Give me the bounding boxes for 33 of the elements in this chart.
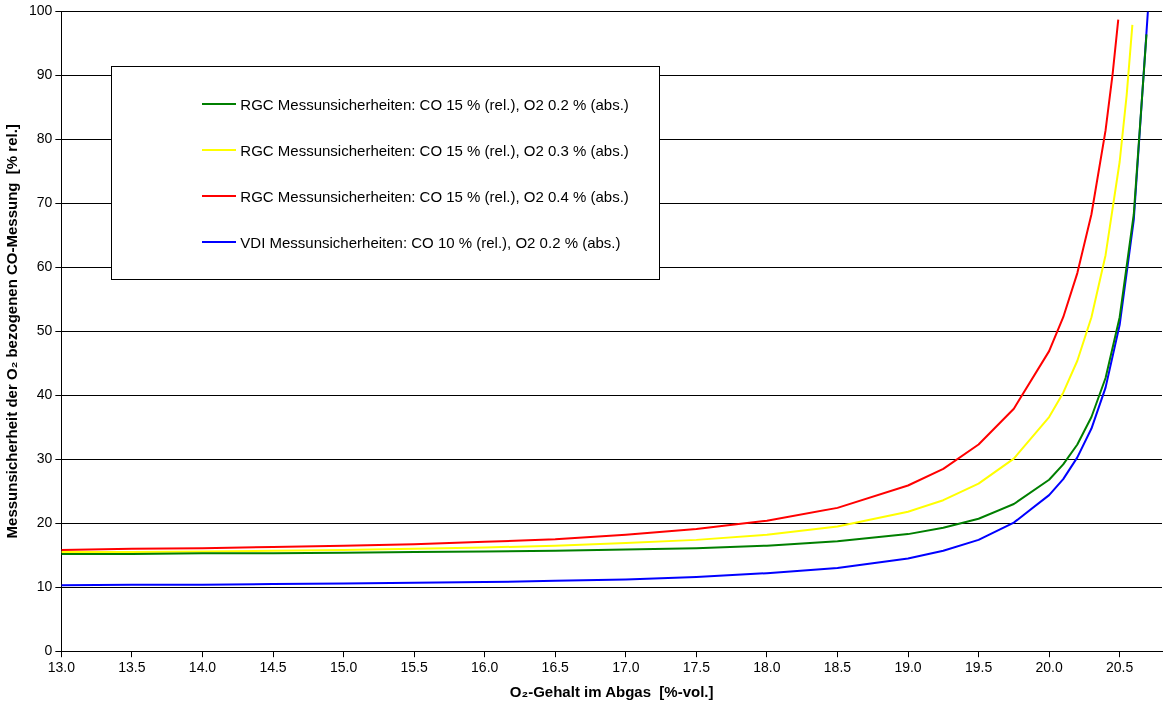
legend-label: VDI Messunsicherheiten: CO 10 % (rel.), O2 0.2 % (abs.) (240, 233, 621, 251)
x-tick-label: 14.5 (259, 659, 287, 676)
x-tick-label: 19.5 (964, 659, 993, 676)
y-tick-label: 60 (36, 258, 53, 275)
x-tick-label: 18.0 (753, 659, 781, 676)
x-tick-label: 14.0 (188, 659, 217, 676)
y-tick-label: 100 (29, 2, 53, 19)
x-tick-label: 19.0 (894, 659, 922, 676)
x-tick-label: 16.0 (471, 659, 499, 676)
y-tick-label: 10 (36, 578, 53, 595)
y-axis-title: Messunsicherheit der O₂ bezogenen CO-Messung [% rel.] (3, 124, 21, 539)
y-tick-label: 80 (36, 130, 53, 147)
y-tick-label: 30 (36, 450, 53, 467)
y-tick-label: 0 (44, 642, 53, 659)
y-tick-label: 20 (36, 514, 53, 531)
legend-label: RGC Messunsicherheiten: CO 15 % (rel.), O2 0.4 % (abs.) (240, 187, 629, 205)
legend-label: RGC Messunsicherheiten: CO 15 % (rel.), O2 0.3 % (abs.) (240, 141, 629, 159)
y-tick-label: 50 (36, 322, 53, 339)
x-tick-label: 13.5 (118, 659, 146, 676)
x-tick-label: 17.5 (682, 659, 711, 676)
x-tick-label: 15.0 (329, 659, 358, 676)
legend-label: RGC Messunsicherheiten: CO 15 % (rel.), O2 0.2 % (abs.) (240, 95, 629, 113)
y-tick-label: 70 (36, 194, 53, 211)
x-axis-title: O₂-Gehalt im Abgas [%-vol.] (509, 683, 714, 701)
y-tick-label: 90 (36, 66, 53, 83)
x-tick-label: 15.5 (400, 659, 428, 676)
y-tick-label: 40 (36, 386, 53, 403)
x-tick-label: 18.5 (823, 659, 852, 676)
x-tick-label: 20.5 (1106, 659, 1134, 676)
x-tick-label: 17.0 (612, 659, 640, 676)
x-tick-label: 20.0 (1035, 659, 1063, 676)
x-tick-label: 16.5 (541, 659, 570, 676)
x-tick-label: 13.0 (47, 659, 76, 676)
